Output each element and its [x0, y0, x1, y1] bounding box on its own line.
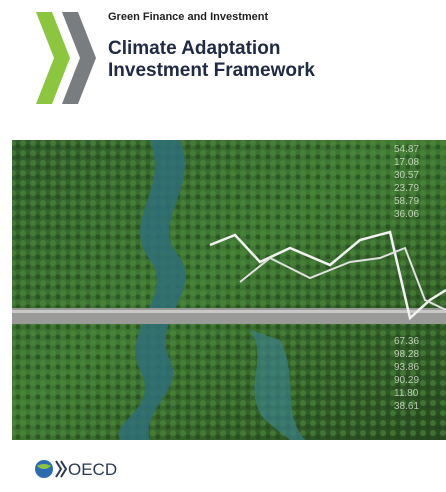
title-line: Climate Adaptation — [108, 38, 280, 59]
photo-figure: 36.06 — [394, 209, 419, 220]
logo-chevrons — [36, 12, 96, 104]
oecd-logo — [35, 460, 66, 478]
photo-figure: 58.79 — [394, 196, 419, 207]
series-name: Green Finance and Investment — [108, 11, 268, 23]
cover-photo — [12, 140, 446, 440]
photo-figure: 93.86 — [394, 362, 419, 373]
photo-figure: 23.79 — [394, 183, 419, 194]
photo-figure: 54.87 — [394, 144, 419, 155]
cover: Green Finance and Investment Climate Ada… — [0, 0, 446, 492]
photo-figure: 11.80 — [394, 388, 419, 399]
photo-figure: 90.29 — [394, 375, 419, 386]
publisher: OECD — [68, 460, 117, 479]
photo-figure: 98.28 — [394, 349, 419, 360]
photo-figure: 67.36 — [394, 336, 419, 347]
photo-figure: 17.08 — [394, 157, 419, 168]
photo-figure: 38.61 — [394, 401, 419, 412]
title-line: Investment Framework — [108, 60, 315, 81]
photo-figure: 30.57 — [394, 170, 419, 181]
